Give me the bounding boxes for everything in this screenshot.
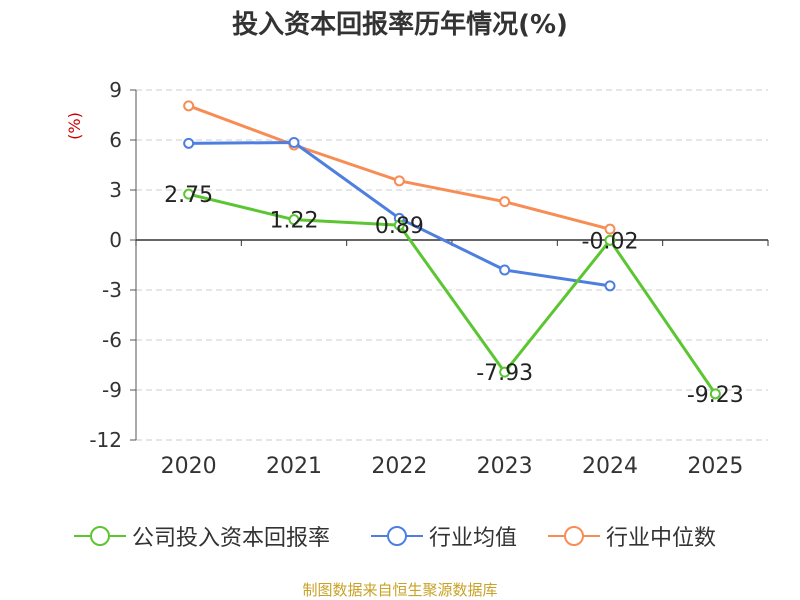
data-point-0	[183, 188, 195, 200]
y-tick-label: -12	[89, 428, 122, 452]
series-line-0	[188, 192, 717, 395]
x-tick-label: 2021	[266, 454, 322, 479]
data-label: -0.02	[582, 229, 639, 254]
data-label: -9.23	[687, 383, 744, 408]
y-axis-label: (%)	[65, 112, 84, 140]
data-label: 1.22	[270, 209, 319, 234]
data-point-0	[288, 214, 300, 226]
legend-item-industry-mean[interactable]: 行业均值	[371, 520, 517, 552]
data-point-0	[393, 219, 405, 231]
y-tick-label: 6	[109, 128, 122, 152]
data-point-0	[499, 366, 511, 378]
legend-label-industry-mean: 行业均值	[429, 526, 518, 551]
y-tick-label: 3	[109, 178, 122, 202]
y-tick-label: -3	[102, 278, 122, 302]
legend-label-industry-median: 行业中位数	[606, 526, 717, 551]
x-tick-label: 2024	[582, 454, 638, 479]
legend: 公司投入资本回报率 行业均值 行业中位数	[0, 520, 800, 552]
data-point-2	[604, 223, 616, 235]
y-tick-label: 0	[109, 228, 122, 252]
legend-item-company[interactable]: 公司投入资本回报率	[74, 520, 330, 552]
data-point-0	[709, 388, 721, 400]
y-tick-label: -6	[102, 328, 122, 352]
data-point-2	[183, 100, 195, 112]
legend-mean-line-icon	[371, 526, 423, 546]
data-label: -7.93	[476, 361, 533, 386]
source-note: 制图数据来自恒生聚源数据库	[302, 581, 498, 599]
data-point-1	[604, 280, 616, 292]
legend-company-line-icon	[74, 526, 126, 546]
x-tick-label: 2025	[687, 454, 743, 479]
y-tick-label: -9	[102, 378, 122, 402]
data-point-1	[183, 137, 195, 149]
x-tick-label: 2022	[371, 454, 427, 479]
data-label: 0.89	[375, 214, 424, 239]
data-point-1	[288, 137, 300, 148]
chart-title: 投入资本回报率历年情况(%)	[232, 10, 568, 40]
data-label: 2.75	[164, 183, 213, 208]
data-point-1	[499, 264, 511, 276]
x-tick-label: 2020	[161, 454, 217, 479]
legend-median-line-icon	[548, 526, 600, 546]
legend-label-company: 公司投入资本回报率	[132, 526, 331, 551]
legend-item-industry-median[interactable]: 行业中位数	[548, 520, 716, 552]
data-point-2	[393, 175, 405, 187]
x-tick-label: 2023	[477, 454, 533, 479]
data-point-0	[604, 234, 616, 246]
y-tick-label: 9	[109, 78, 122, 102]
data-point-2	[499, 196, 511, 208]
